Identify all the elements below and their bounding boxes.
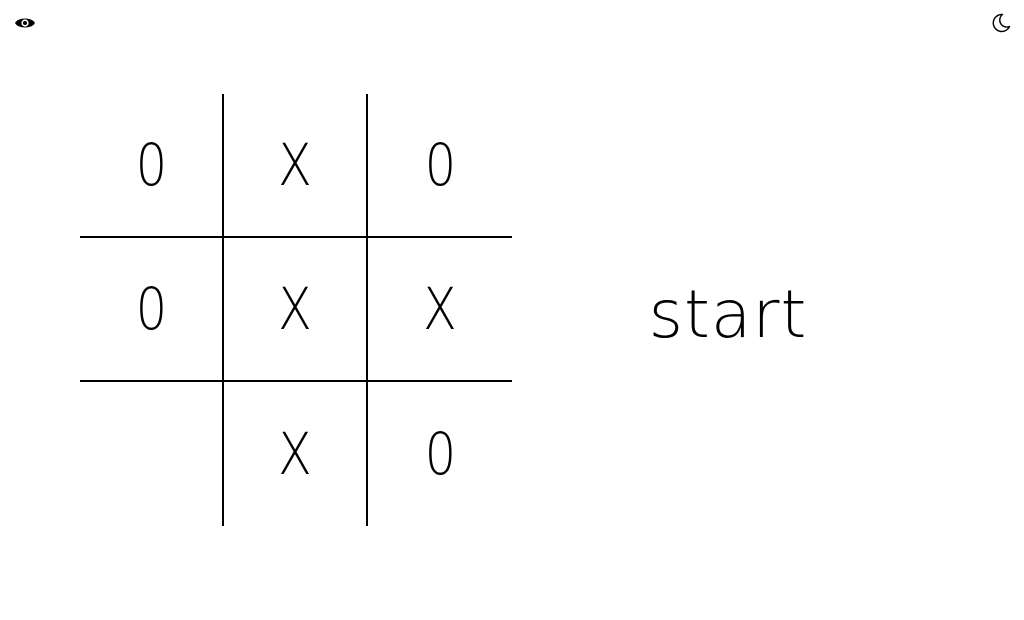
cell-mark: 0 — [135, 275, 167, 343]
board-cell-8[interactable]: X — [224, 382, 368, 526]
cell-mark: X — [278, 131, 312, 199]
board-cell-5[interactable]: X — [224, 238, 368, 382]
board-cell-7[interactable] — [80, 382, 224, 526]
theme-toggle-button[interactable] — [989, 11, 1013, 35]
board-cell-3[interactable]: 0 — [368, 94, 512, 238]
start-button[interactable]: start — [648, 275, 808, 353]
board-cell-9[interactable]: 0 — [368, 382, 512, 526]
cell-mark: 0 — [424, 420, 456, 488]
visibility-toggle-button[interactable] — [13, 11, 37, 35]
board-cell-6[interactable]: X — [368, 238, 512, 382]
cell-mark: X — [423, 275, 457, 343]
cell-mark: X — [278, 420, 312, 488]
tic-tac-toe-board: 0 X 0 0 X X X 0 — [80, 94, 512, 526]
eye-icon — [15, 18, 35, 28]
board-cell-2[interactable]: X — [224, 94, 368, 238]
cell-mark: 0 — [135, 131, 167, 199]
cell-mark: X — [278, 275, 312, 343]
board-cell-1[interactable]: 0 — [80, 94, 224, 238]
cell-mark: 0 — [424, 131, 456, 199]
moon-icon — [992, 13, 1011, 33]
board-cell-4[interactable]: 0 — [80, 238, 224, 382]
